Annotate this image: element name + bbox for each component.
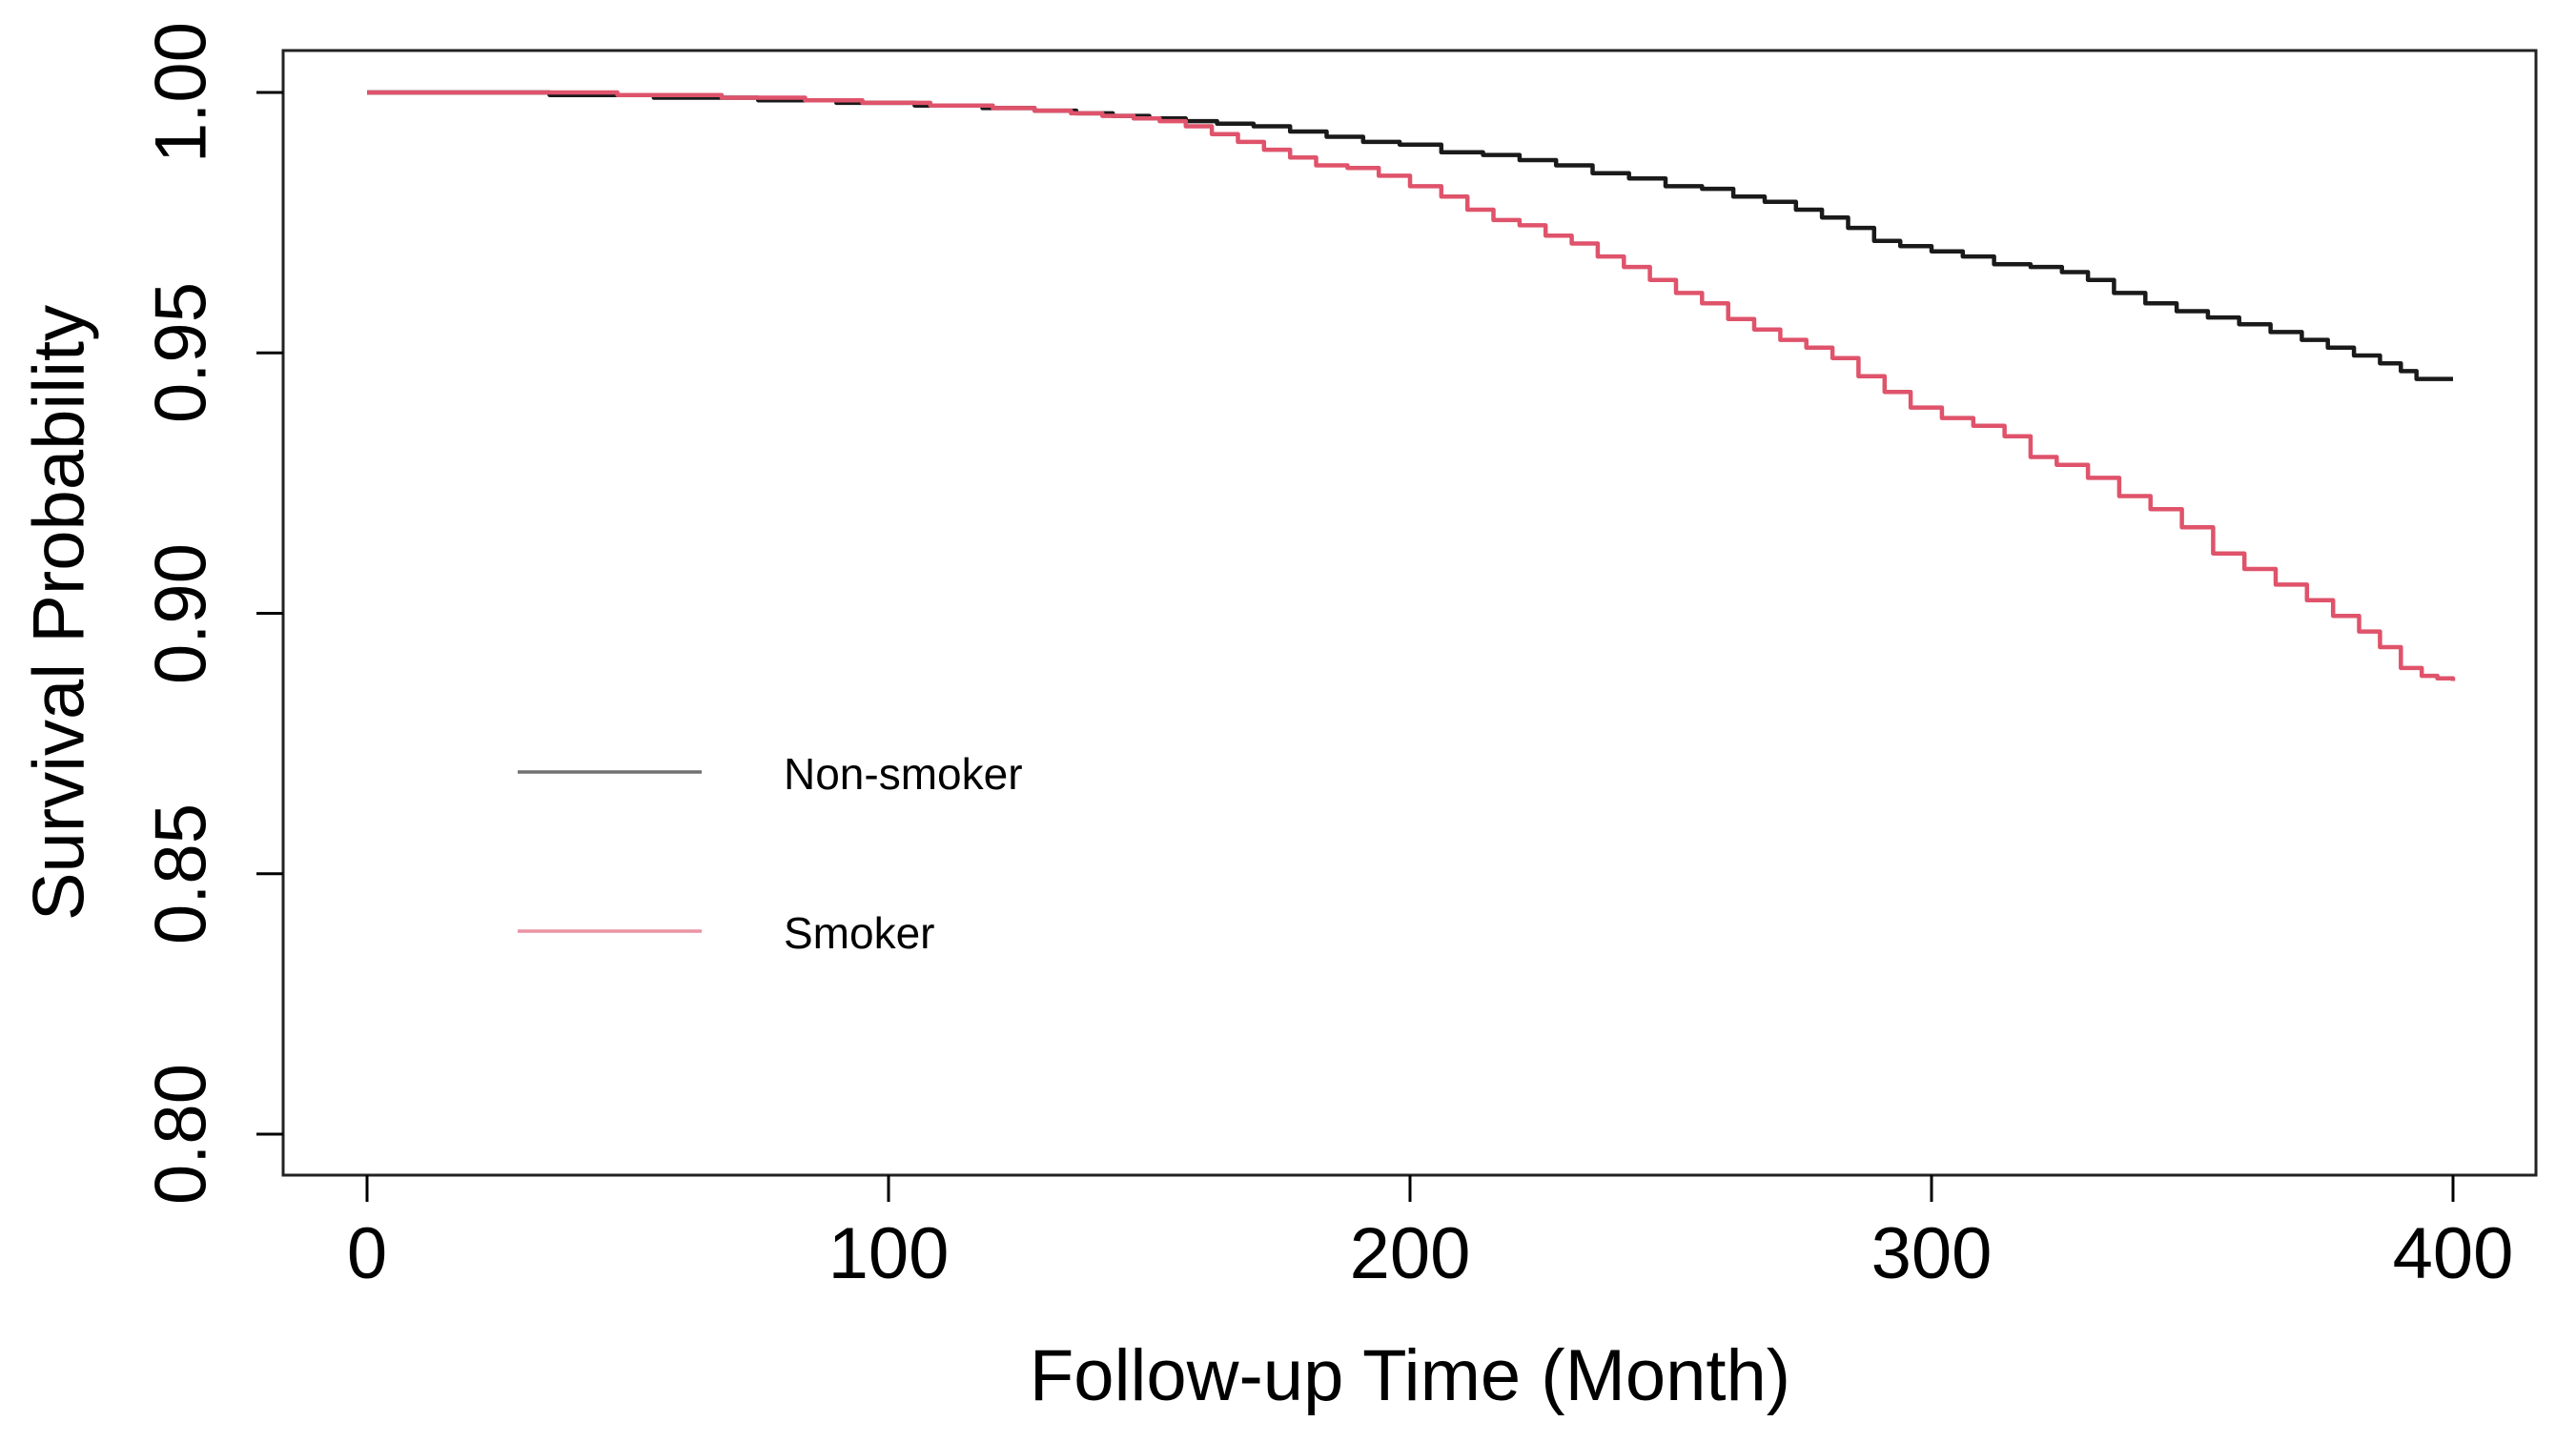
y-tick-label: 0.95 (140, 282, 222, 424)
survival-curve-non-smoker (367, 90, 2453, 381)
y-axis-label: Survival Probability (18, 304, 100, 922)
x-tick-label: 400 (2392, 1213, 2514, 1294)
legend-label-non-smoker: Non-smoker (784, 749, 1023, 799)
x-axis-label: Follow-up Time (Month) (1029, 1335, 1791, 1416)
plot-frame (281, 49, 2538, 1177)
legend-label-smoker: Smoker (784, 908, 935, 958)
survival-curve-smoker (367, 90, 2456, 681)
y-tick-label: 1.00 (140, 22, 222, 163)
y-tick-label: 0.85 (140, 802, 222, 944)
x-tick-label: 300 (1871, 1213, 1993, 1294)
x-tick-label: 100 (828, 1213, 950, 1294)
x-tick-label: 200 (1349, 1213, 1471, 1294)
y-tick-label: 0.80 (140, 1064, 222, 1205)
x-tick-label: 0 (346, 1213, 388, 1294)
y-tick-label: 0.90 (140, 542, 222, 684)
